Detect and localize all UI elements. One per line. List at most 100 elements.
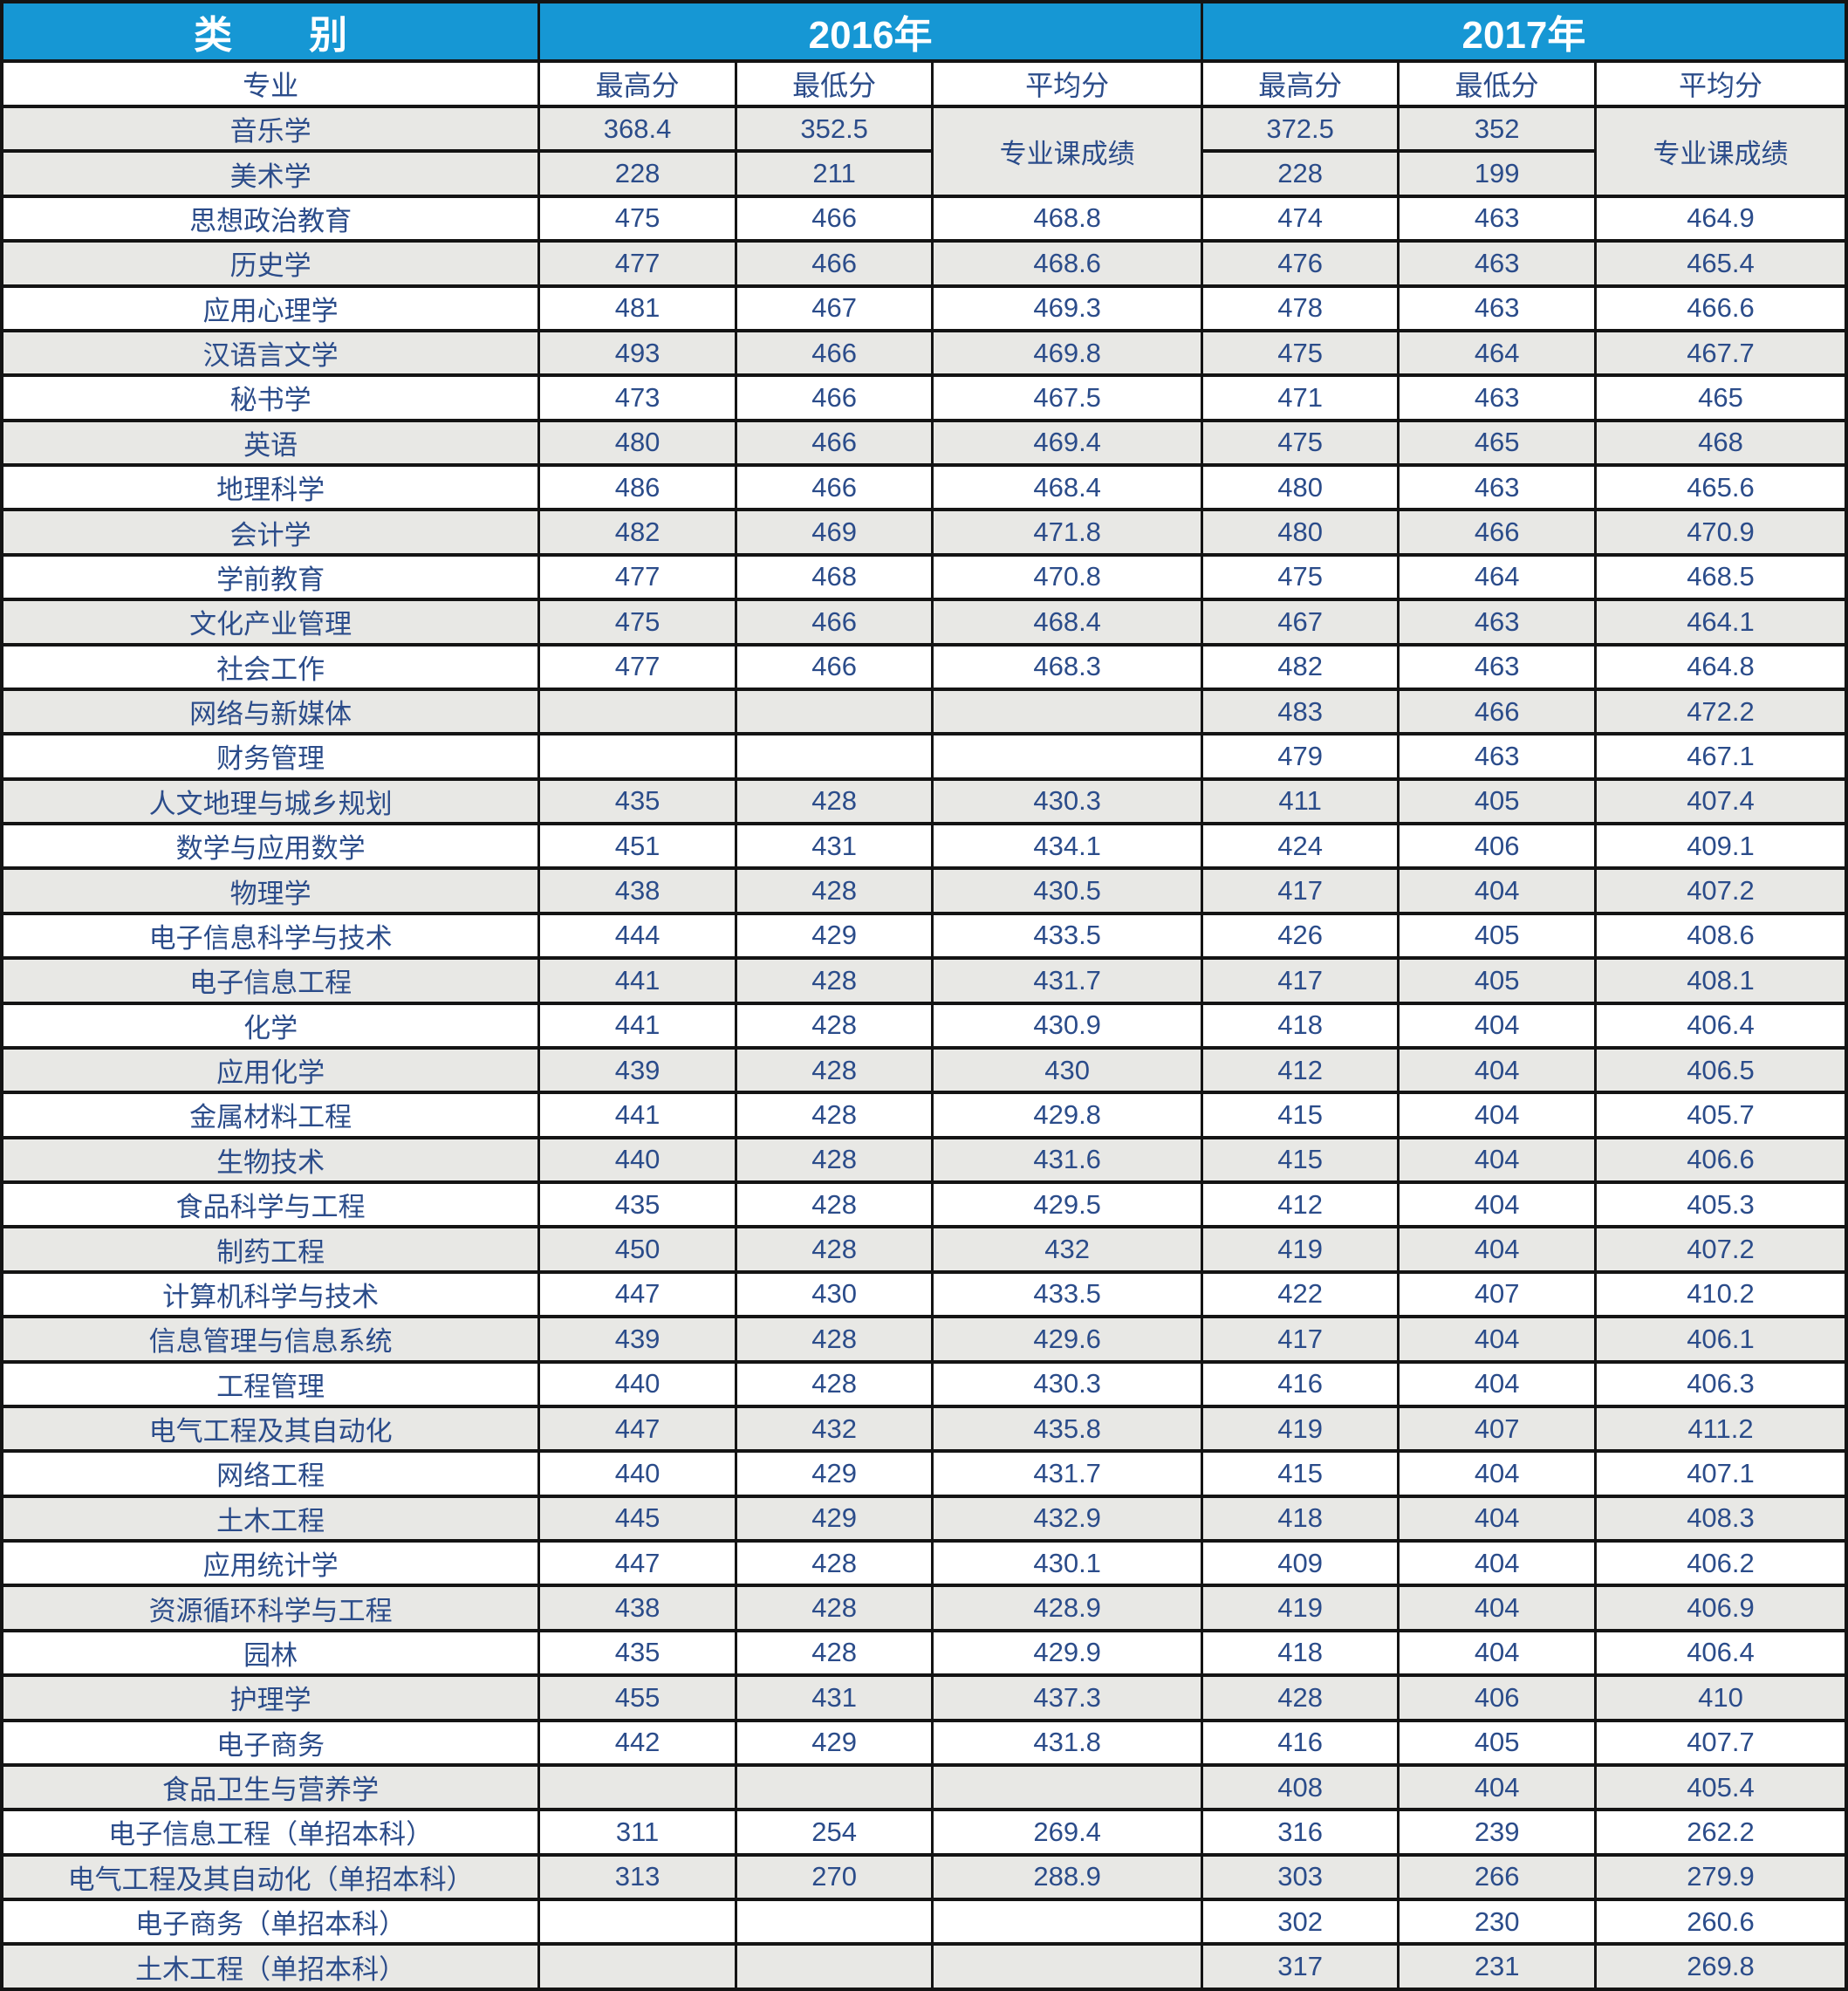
major-cell: 汉语言文学: [0, 328, 541, 378]
score-cell: 433.5: [931, 1269, 1203, 1319]
score-cell: 407.2: [1593, 866, 1848, 915]
score-cell: 230: [1397, 1897, 1597, 1947]
score-cell: 429.6: [931, 1315, 1203, 1364]
score-cell: [537, 1942, 737, 1991]
score-cell: [734, 687, 934, 736]
year-header-row: 类 别 2016年 2017年: [0, 0, 1848, 63]
score-cell: 482: [537, 508, 737, 557]
score-cell: 430.9: [931, 1001, 1203, 1050]
table-row: 食品科学与工程 435 428 429.5 412 404 405.3: [0, 1180, 1848, 1229]
score-cell: 464: [1397, 552, 1597, 602]
major-cell: 音乐学: [0, 104, 541, 154]
table-row: 园林 435 428 429.9 418 404 406.4: [0, 1628, 1848, 1678]
score-cell: 407.2: [1593, 1225, 1848, 1274]
major-cell: 电子商务: [0, 1718, 541, 1767]
table-row: 护理学 455 431 437.3 428 406 410: [0, 1673, 1848, 1722]
score-cell: 469: [734, 508, 934, 557]
score-cell: 477: [537, 239, 737, 288]
score-cell: 431: [734, 821, 934, 871]
score-cell: 432.9: [931, 1494, 1203, 1543]
score-cell: 405.7: [1593, 1091, 1848, 1139]
score-cell: [931, 1897, 1203, 1947]
major-cell: 数学与应用数学: [0, 821, 541, 871]
score-cell: 415: [1200, 1449, 1400, 1498]
score-cell: 405: [1397, 956, 1597, 1005]
score-cell: 417: [1200, 866, 1400, 915]
major-cell: 电子商务（单招本科）: [0, 1897, 541, 1947]
score-cell: 440: [537, 1135, 737, 1185]
major-cell: 物理学: [0, 866, 541, 915]
score-cell: 477: [537, 642, 737, 691]
score-cell: 269.4: [931, 1808, 1203, 1857]
score-cell: 466: [734, 462, 934, 512]
score-cell: 442: [537, 1718, 737, 1767]
score-cell: 430.1: [931, 1538, 1203, 1588]
score-cell: 440: [537, 1449, 737, 1498]
score-cell: 424: [1200, 821, 1400, 871]
score-cell: 430.3: [931, 777, 1203, 826]
table-row: 土木工程（单招本科） 317 231 269.8: [0, 1942, 1848, 1991]
score-cell: 435.8: [931, 1404, 1203, 1454]
score-cell: 199: [1397, 149, 1597, 198]
score-cell: 435: [537, 1180, 737, 1229]
score-cell: 475: [1200, 418, 1400, 468]
major-cell: 制药工程: [0, 1225, 541, 1274]
score-cell: 447: [537, 1404, 737, 1454]
table-row: 电气工程及其自动化 447 432 435.8 419 407 411.2: [0, 1404, 1848, 1454]
score-cell: 418: [1200, 1001, 1400, 1050]
table-row: 电子信息工程 441 428 431.7 417 405 408.1: [0, 956, 1848, 1005]
score-cell: 418: [1200, 1494, 1400, 1543]
score-cell: 429: [734, 1449, 934, 1498]
score-cell: 447: [537, 1269, 737, 1319]
score-cell: 467.5: [931, 373, 1203, 422]
score-cell: 470.9: [1593, 508, 1848, 557]
score-cell: 409: [1200, 1538, 1400, 1588]
score-cell: 464: [1397, 328, 1597, 378]
score-cell: 475: [1200, 552, 1400, 602]
table-row: 电子商务 442 429 431.8 416 405 407.7: [0, 1718, 1848, 1767]
score-cell: 465: [1397, 418, 1597, 468]
score-cell: 410: [1593, 1673, 1848, 1722]
score-cell: 415: [1200, 1135, 1400, 1185]
score-cell: 444: [537, 911, 737, 961]
score-cell: [537, 687, 737, 736]
score-cell: 404: [1397, 1584, 1597, 1632]
table-row: 地理科学 486 466 468.4 480 463 465.6: [0, 462, 1848, 512]
score-cell: 480: [537, 418, 737, 468]
table-row: 会计学 482 469 471.8 480 466 470.9: [0, 508, 1848, 557]
score-cell: 404: [1397, 1225, 1597, 1274]
score-cell: [734, 1897, 934, 1947]
score-cell: 404: [1397, 1449, 1597, 1498]
score-cell: 269.8: [1593, 1942, 1848, 1991]
major-cell: 化学: [0, 1001, 541, 1050]
score-cell: 311: [537, 1808, 737, 1857]
score-cell: 429.5: [931, 1180, 1203, 1229]
score-cell: 405.3: [1593, 1180, 1848, 1229]
score-cell: 441: [537, 956, 737, 1005]
score-cell: 432: [931, 1225, 1203, 1274]
score-cell: 279.9: [1593, 1852, 1848, 1902]
table-row: 工程管理 440 428 430.3 416 404 406.3: [0, 1359, 1848, 1408]
score-cell: 441: [537, 1091, 737, 1139]
score-cell: 404: [1397, 1628, 1597, 1678]
major-cell: 土木工程（单招本科）: [0, 1942, 541, 1991]
table-row: 思想政治教育 475 466 468.8 474 463 464.9: [0, 194, 1848, 243]
score-cell: 404: [1397, 1315, 1597, 1364]
score-cell: 407: [1397, 1269, 1597, 1319]
score-cell: 317: [1200, 1942, 1400, 1991]
score-cell: 478: [1200, 284, 1400, 332]
table-body: 音乐学 368.4 352.5 专业课成绩 372.5 352 专业课成绩 美术学 228 211…: [0, 104, 1848, 1991]
score-cell: 431.7: [931, 956, 1203, 1005]
score-cell: 463: [1397, 239, 1597, 288]
score-cell: 417: [1200, 956, 1400, 1005]
score-cell: 404: [1397, 1494, 1597, 1543]
score-cell: 404: [1397, 1538, 1597, 1588]
score-cell: 441: [537, 1001, 737, 1050]
major-cell: 土木工程: [0, 1494, 541, 1543]
score-cell: 408.1: [1593, 956, 1848, 1005]
table-row: 人文地理与城乡规划 435 428 430.3 411 405 407.4: [0, 777, 1848, 826]
score-cell: 433.5: [931, 911, 1203, 961]
score-cell: 430: [734, 1269, 934, 1319]
score-cell: [931, 732, 1203, 781]
